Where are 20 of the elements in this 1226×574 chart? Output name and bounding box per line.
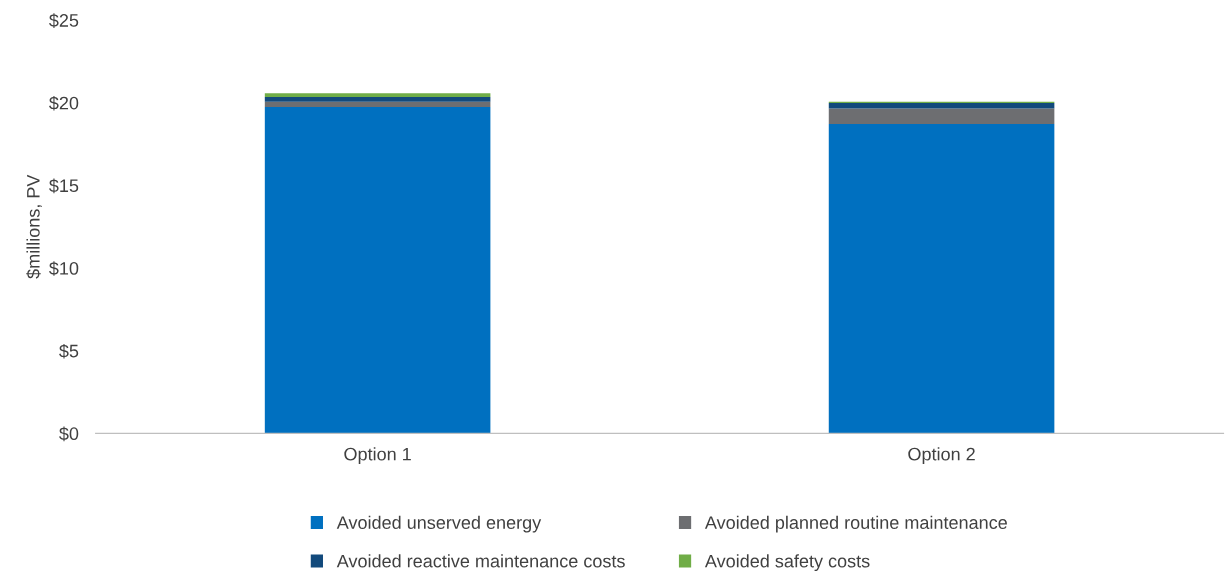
x-tick-label: Option 1 (344, 447, 411, 465)
y-tick-label: $5 (59, 343, 79, 359)
legend-label: Avoided reactive maintenance costs (336, 554, 625, 568)
bar (264, 101, 491, 108)
bar (828, 123, 1055, 434)
y-tick-label: $25 (49, 13, 79, 28)
y-tick-label: $15 (49, 178, 79, 194)
bar (828, 108, 1055, 124)
y-tick-label: $0 (59, 426, 79, 442)
y-tick-label: $10 (49, 261, 79, 276)
bar (828, 103, 1055, 109)
legend-label: Avoided planned routine maintenance (704, 515, 1007, 533)
y-axis-title: $millions, PV (26, 174, 42, 279)
y-tick-label: $20 (49, 95, 79, 111)
bar (264, 107, 491, 434)
legend-label: Avoided safety costs (704, 554, 870, 572)
bar (264, 93, 491, 97)
legend-label: Avoided unserved energy (336, 515, 542, 533)
x-tick-label: Option 2 (908, 447, 975, 465)
bar (264, 96, 491, 102)
